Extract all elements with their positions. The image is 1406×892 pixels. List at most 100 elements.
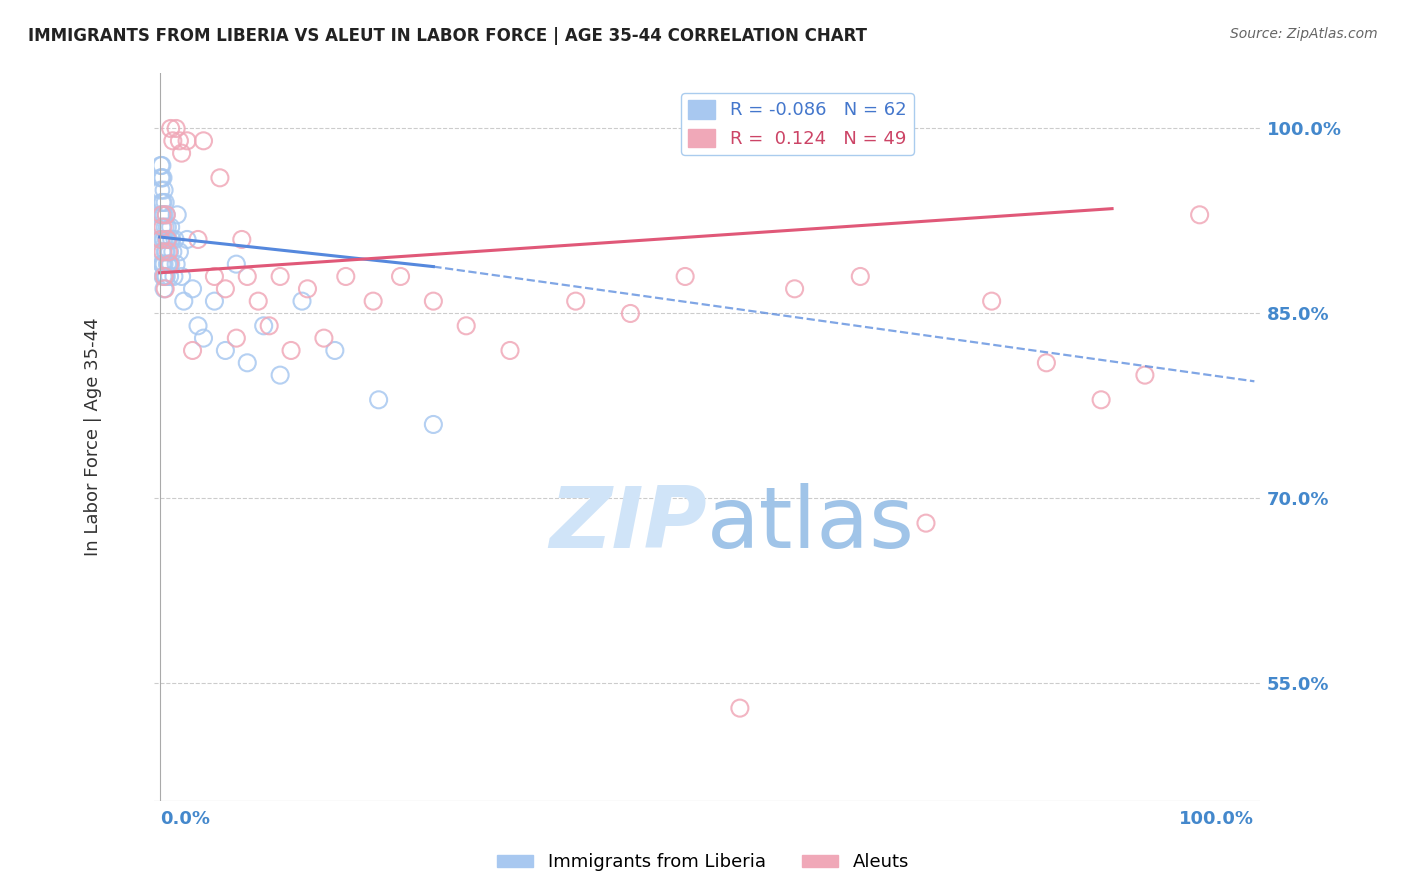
Point [159, 269, 181, 284]
Point [150, 220, 173, 235]
Point [231, 232, 253, 246]
Text: In Labor Force | Age 35-44: In Labor Force | Age 35-44 [84, 318, 103, 556]
Point [783, 282, 806, 296]
Text: IMMIGRANTS FROM LIBERIA VS ALEUT IN LABOR FORCE | AGE 35-44 CORRELATION CHART: IMMIGRANTS FROM LIBERIA VS ALEUT IN LABO… [28, 27, 868, 45]
Point [153, 195, 176, 210]
Point [155, 232, 177, 246]
Point [169, 134, 191, 148]
Point [149, 159, 172, 173]
Point [159, 121, 181, 136]
Legend: Immigrants from Liberia, Aleuts: Immigrants from Liberia, Aleuts [489, 847, 917, 879]
Point [150, 244, 173, 259]
Text: ZIP: ZIP [550, 483, 707, 566]
Point [193, 134, 215, 148]
Point [170, 269, 193, 284]
Point [149, 232, 172, 246]
Point [160, 232, 183, 246]
Point [153, 244, 176, 259]
Point [159, 257, 181, 271]
Point [499, 343, 522, 358]
Point [728, 701, 751, 715]
Point [849, 269, 872, 284]
Point [156, 232, 179, 246]
Point [173, 294, 195, 309]
Point [214, 282, 236, 296]
Point [153, 232, 176, 246]
Point [291, 294, 314, 309]
Point [150, 159, 173, 173]
Point [165, 121, 187, 136]
Point [159, 244, 181, 259]
Point [915, 516, 938, 530]
Point [153, 269, 176, 284]
Point [152, 208, 174, 222]
Point [247, 294, 270, 309]
Point [564, 294, 586, 309]
Point [204, 269, 226, 284]
Text: 0.0%: 0.0% [160, 811, 209, 829]
Text: 100.0%: 100.0% [1180, 811, 1254, 829]
Point [157, 244, 180, 259]
Point [169, 244, 191, 259]
Point [163, 269, 186, 284]
Point [187, 318, 209, 333]
Point [619, 306, 641, 320]
Legend: R = -0.086   N = 62, R =  0.124   N = 49: R = -0.086 N = 62, R = 0.124 N = 49 [681, 93, 914, 155]
Point [280, 343, 302, 358]
Point [152, 195, 174, 210]
Point [157, 232, 180, 246]
Point [152, 170, 174, 185]
Point [152, 232, 174, 246]
Text: Source: ZipAtlas.com: Source: ZipAtlas.com [1230, 27, 1378, 41]
Point [166, 208, 188, 222]
Point [153, 220, 176, 235]
Point [225, 257, 247, 271]
Point [1133, 368, 1156, 383]
Point [269, 368, 291, 383]
Point [1035, 356, 1057, 370]
Point [150, 170, 173, 185]
Point [1188, 208, 1211, 222]
Point [155, 269, 177, 284]
Point [153, 183, 176, 197]
Point [312, 331, 335, 345]
Point [155, 244, 177, 259]
Point [150, 257, 173, 271]
Point [422, 294, 444, 309]
Point [170, 146, 193, 161]
Point [389, 269, 412, 284]
Point [150, 195, 173, 210]
Point [149, 170, 172, 185]
Point [150, 208, 173, 222]
Point [456, 318, 478, 333]
Point [176, 134, 198, 148]
Point [155, 208, 177, 222]
Point [165, 257, 187, 271]
Point [153, 282, 176, 296]
Point [157, 257, 180, 271]
Point [153, 208, 176, 222]
Point [236, 356, 259, 370]
Point [181, 282, 204, 296]
Point [152, 220, 174, 235]
Point [149, 232, 172, 246]
Point [361, 294, 384, 309]
Point [149, 183, 172, 197]
Point [156, 232, 179, 246]
Point [323, 343, 346, 358]
Point [181, 343, 204, 358]
Point [269, 269, 291, 284]
Point [152, 244, 174, 259]
Point [156, 257, 179, 271]
Point [153, 269, 176, 284]
Point [422, 417, 444, 432]
Point [225, 331, 247, 345]
Point [149, 208, 172, 222]
Point [335, 269, 357, 284]
Point [162, 244, 184, 259]
Point [152, 257, 174, 271]
Point [176, 232, 198, 246]
Point [253, 318, 276, 333]
Point [214, 343, 236, 358]
Point [204, 294, 226, 309]
